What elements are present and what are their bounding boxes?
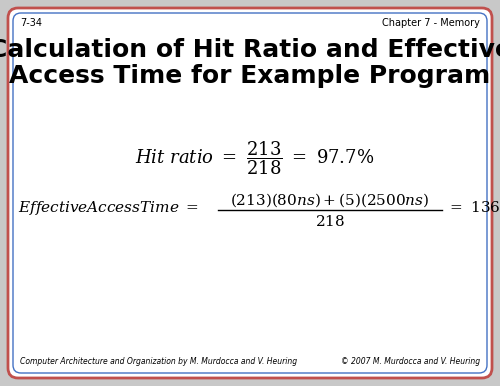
Text: $\mathit{Hit\ ratio}\ =\ \dfrac{213}{218}\ =\ 97.7\%$: $\mathit{Hit\ ratio}\ =\ \dfrac{213}{218… bbox=[136, 139, 374, 177]
Text: Access Time for Example Program: Access Time for Example Program bbox=[10, 64, 490, 88]
Text: Calculation of Hit Ratio and Effective: Calculation of Hit Ratio and Effective bbox=[0, 38, 500, 62]
Text: 7-34: 7-34 bbox=[20, 18, 42, 28]
Text: Chapter 7 - Memory: Chapter 7 - Memory bbox=[382, 18, 480, 28]
Text: © 2007 M. Murdocca and V. Heuring: © 2007 M. Murdocca and V. Heuring bbox=[341, 357, 480, 366]
Text: $218$: $218$ bbox=[315, 213, 345, 229]
Text: $=\ 136ns$: $=\ 136ns$ bbox=[447, 200, 500, 215]
Text: $(213)(80ns)+(5)(2500ns)$: $(213)(80ns)+(5)(2500ns)$ bbox=[230, 191, 430, 209]
FancyBboxPatch shape bbox=[8, 8, 492, 378]
Text: $\mathit{EffectiveAccessTime}\ =$: $\mathit{EffectiveAccessTime}\ =$ bbox=[18, 199, 199, 217]
Text: Computer Architecture and Organization by M. Murdocca and V. Heuring: Computer Architecture and Organization b… bbox=[20, 357, 297, 366]
